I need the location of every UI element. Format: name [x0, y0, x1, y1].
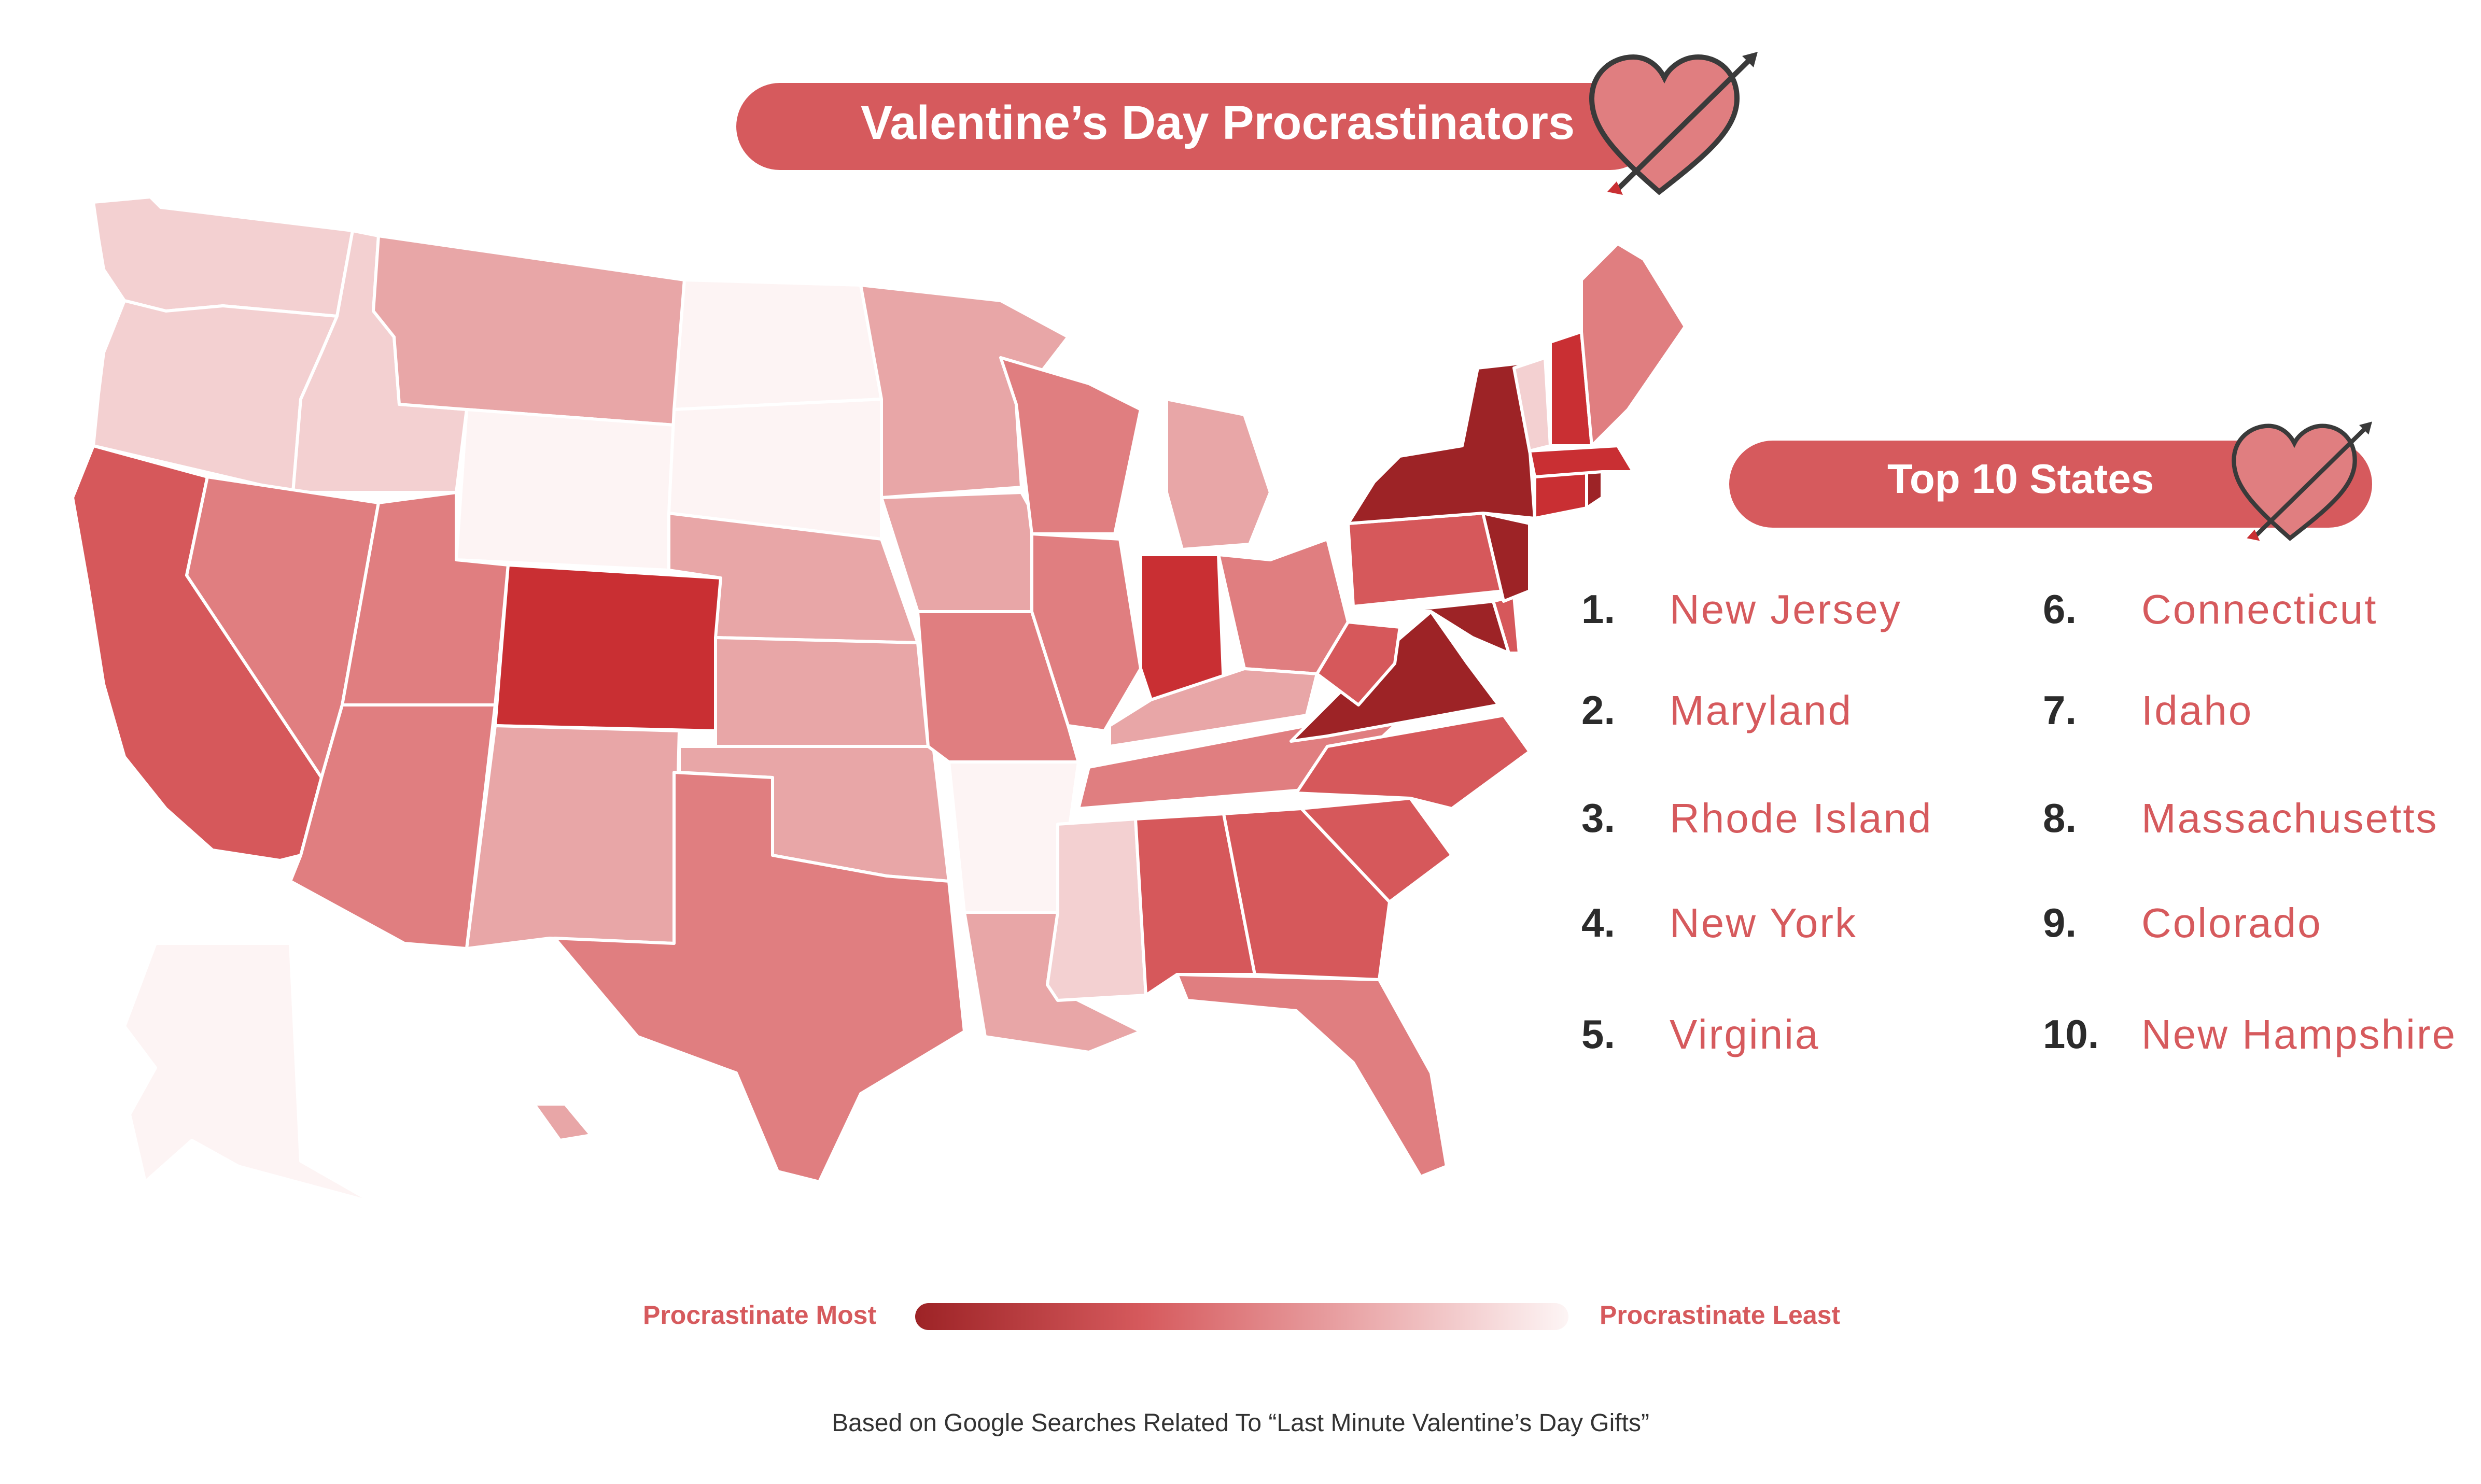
legend-least-label: Procrastinate Least	[1600, 1301, 1841, 1330]
rank-number: 7.	[2043, 687, 2077, 733]
state-illinois	[1030, 532, 1142, 732]
state-maine	[1580, 242, 1687, 447]
rank-state: Colorado	[2141, 900, 2322, 946]
state-pennsylvania	[1347, 512, 1505, 608]
state-montana	[372, 234, 686, 427]
rank-number: 9.	[2043, 900, 2077, 945]
state-massachusetts	[1528, 444, 1635, 478]
rank-number: 5.	[1581, 1011, 1616, 1057]
rank-state: New Hampshire	[2141, 1011, 2457, 1057]
state-north-carolina	[1295, 714, 1531, 810]
rank-state: New York	[1670, 900, 1857, 946]
state-washington	[92, 195, 354, 318]
state-minnesota	[859, 284, 1070, 499]
state-hawaii	[532, 1103, 593, 1142]
legend-most-label: Procrastinate Most	[643, 1301, 877, 1330]
state-wisconsin	[999, 356, 1142, 535]
state-alaska	[123, 942, 375, 1204]
state-kansas	[714, 636, 930, 748]
state-south-carolina	[1300, 797, 1453, 903]
heart-with-arrow-icon	[1589, 52, 1758, 195]
state-new-jersey	[1481, 512, 1531, 603]
state-colorado	[494, 563, 722, 732]
rank-state: Connecticut	[2141, 586, 2378, 632]
state-rhode-island	[1585, 470, 1604, 510]
rank-number: 1.	[1581, 586, 1616, 632]
state-texas	[553, 771, 966, 1183]
state-new-mexico	[465, 724, 681, 950]
rank-number: 6.	[2043, 586, 2077, 632]
state-michigan	[1165, 398, 1272, 551]
state-mississippi	[1046, 817, 1147, 1002]
rank-state: Idaho	[2141, 687, 2253, 733]
rank-number: 3.	[1581, 795, 1616, 841]
heart-with-arrow-icon	[2232, 421, 2372, 541]
state-new-york	[1347, 361, 1536, 525]
rank-number: 4.	[1581, 900, 1616, 945]
state-georgia	[1222, 807, 1391, 981]
map-title: Valentine’s Day Procrastinators	[861, 96, 1575, 149]
state-wyoming	[455, 408, 676, 572]
rank-state: New Jersey	[1670, 586, 1902, 632]
rank-state: Massachusetts	[2141, 795, 2438, 841]
title-banner	[736, 83, 1654, 170]
rank-state: Rhode Island	[1670, 795, 1933, 841]
rank-state: Maryland	[1670, 687, 1853, 733]
state-arizona	[289, 703, 497, 950]
state-iowa	[880, 491, 1049, 613]
state-north-dakota	[672, 278, 883, 411]
legend-gradient-bar	[915, 1303, 1568, 1330]
state-indiana	[1139, 553, 1225, 701]
state-west-virginia	[1315, 620, 1401, 706]
rank-state: Virginia	[1670, 1011, 1820, 1057]
state-connecticut	[1533, 470, 1588, 520]
rank-number: 2.	[1581, 687, 1616, 733]
top-states-heading: Top 10 States	[1887, 456, 2154, 502]
rank-number: 10.	[2043, 1011, 2099, 1057]
source-footnote: Based on Google Searches Related To “Las…	[832, 1409, 1649, 1437]
rank-number: 8.	[2043, 795, 2077, 841]
state-maryland	[1393, 600, 1510, 655]
state-florida	[1175, 973, 1448, 1178]
